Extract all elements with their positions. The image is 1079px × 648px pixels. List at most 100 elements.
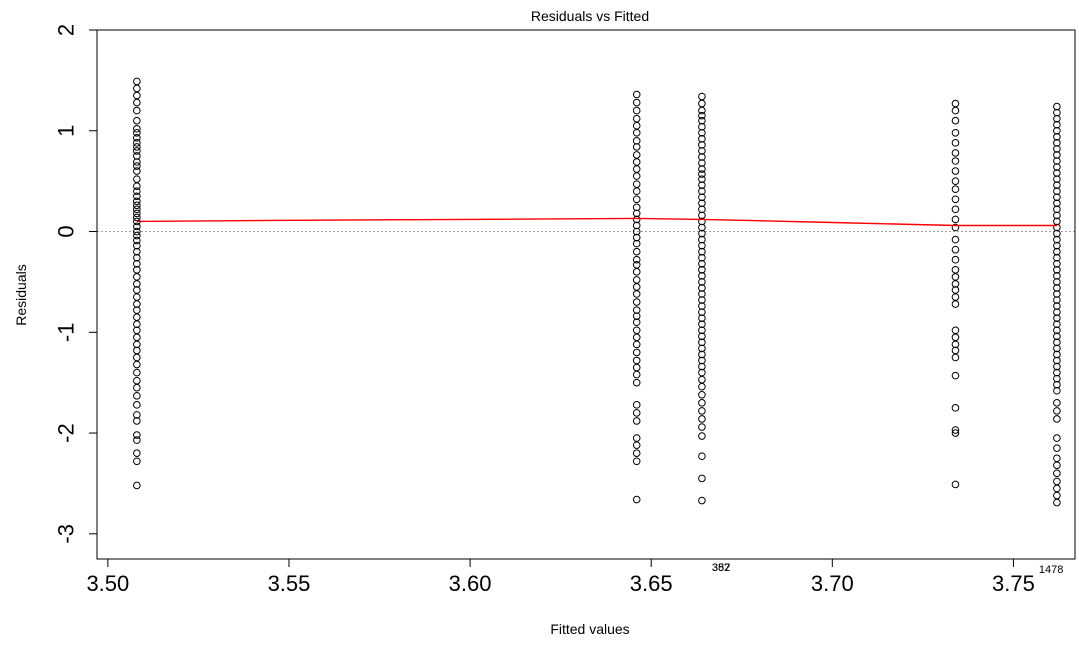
- residual-point: [133, 91, 141, 100]
- residual-point: [632, 268, 641, 276]
- residual-point: [632, 449, 641, 458]
- residual-point: [951, 106, 960, 115]
- residual-point: [1053, 193, 1061, 202]
- residual-point: [1053, 247, 1061, 256]
- residual-point: [698, 193, 706, 202]
- residual-point: [133, 259, 141, 268]
- y-tick-label: -3: [54, 524, 79, 544]
- residual-point: [698, 338, 706, 347]
- residual-point: [698, 106, 706, 115]
- residual-point: [133, 241, 141, 250]
- residual-point: [133, 197, 141, 206]
- residual-point: [698, 356, 706, 365]
- residual-point: [632, 409, 641, 417]
- residual-point: [133, 128, 141, 137]
- residual-point: [698, 181, 706, 189]
- y-tick-label: 1: [54, 125, 79, 137]
- residual-point: [632, 221, 641, 230]
- residual-point: [133, 320, 141, 329]
- residual-point: [1053, 272, 1061, 280]
- y-tick-label: -1: [54, 323, 79, 343]
- residual-point: [1053, 253, 1061, 262]
- residual-point: [951, 99, 960, 108]
- residual-point: [1053, 151, 1061, 159]
- residual-point: [1053, 332, 1061, 341]
- residual-point: [632, 239, 641, 248]
- residual-point: [632, 326, 641, 335]
- residual-point: [632, 434, 641, 442]
- residual-point: [698, 235, 706, 244]
- residual-point: [951, 340, 960, 349]
- residual-point: [698, 272, 706, 280]
- residual-point: [133, 353, 141, 362]
- residual-point: [698, 399, 706, 407]
- residual-point: [632, 137, 641, 145]
- residual-point: [133, 333, 141, 342]
- residual-point: [133, 227, 141, 236]
- residual-point: [133, 457, 141, 466]
- residual-point: [698, 223, 706, 232]
- residual-point: [1053, 338, 1061, 347]
- residual-point: [1053, 181, 1061, 189]
- residual-point: [698, 159, 706, 167]
- residual-point: [698, 382, 706, 391]
- residual-point: [951, 139, 960, 147]
- residual-point: [698, 390, 706, 399]
- residual-point: [951, 480, 960, 489]
- residual-point: [133, 449, 141, 458]
- residual-point: [133, 162, 141, 170]
- residual-point: [133, 391, 141, 400]
- residual-point: [951, 326, 960, 335]
- residual-point: [632, 348, 641, 357]
- residual-point: [698, 111, 706, 120]
- residual-point: [632, 114, 641, 123]
- residual-point: [698, 302, 706, 310]
- x-tick-label: 3.60: [449, 571, 492, 596]
- residual-point: [1053, 217, 1061, 226]
- residual-point: [698, 375, 706, 384]
- residual-point: [951, 371, 960, 380]
- chart-title: Residuals vs Fitted: [531, 8, 649, 24]
- residual-point: [698, 199, 706, 208]
- residual-point: [1053, 163, 1061, 171]
- residual-point: [133, 313, 141, 321]
- residual-point: [1053, 187, 1061, 196]
- y-axis-title: Residuals: [13, 264, 29, 325]
- residual-point: [1053, 326, 1061, 335]
- residual-point: [1053, 126, 1061, 135]
- y-tick-label: 0: [54, 225, 79, 237]
- residual-point: [133, 376, 141, 385]
- residual-point: [632, 180, 641, 188]
- residual-point: [632, 195, 641, 204]
- residual-point: [1053, 290, 1061, 298]
- residual-point: [951, 157, 960, 165]
- residual-point: [698, 116, 706, 125]
- residual-point: [1053, 266, 1061, 274]
- point-label: 352: [712, 562, 730, 574]
- plot-frame: [96, 29, 1076, 560]
- residual-point: [133, 84, 141, 93]
- residual-point: [632, 441, 641, 449]
- residual-point: [632, 457, 641, 466]
- residual-point: [698, 247, 706, 256]
- residual-point: [698, 415, 706, 423]
- residual-point: [133, 436, 141, 444]
- residual-point: [698, 259, 706, 268]
- residual-point: [632, 151, 641, 159]
- residual-point: [133, 247, 141, 256]
- residual-point: [1053, 102, 1061, 111]
- residual-point: [1053, 415, 1061, 423]
- residual-point: [698, 308, 706, 316]
- residual-point: [1053, 374, 1061, 383]
- residual-point: [951, 205, 960, 214]
- residual-point: [698, 423, 706, 431]
- residual-point: [1053, 114, 1061, 123]
- residual-point: [632, 260, 641, 269]
- residual-point: [1053, 320, 1061, 329]
- residual-point: [1053, 259, 1061, 268]
- residual-points: [133, 77, 1061, 507]
- residual-point: [951, 128, 960, 137]
- x-axis-title: Fitted values: [550, 621, 629, 637]
- point-label: 387: [712, 562, 730, 574]
